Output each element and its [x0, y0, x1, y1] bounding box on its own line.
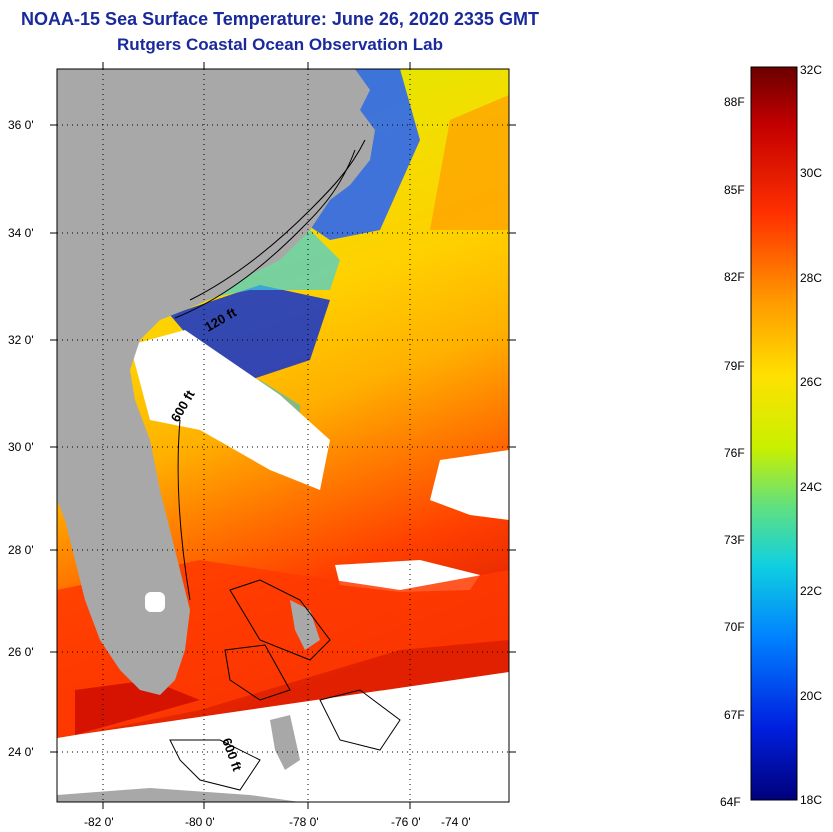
colorbar-f-label: 70F: [724, 620, 745, 634]
land-bahamas-andros: [270, 715, 300, 770]
sst-warm-band-east: [430, 95, 509, 230]
colorbar: [750, 66, 798, 801]
lon-label: -82 0': [84, 815, 114, 829]
lat-label: 34 0': [8, 226, 34, 240]
depth-contour-bahamas: [224, 579, 331, 701]
map-frame: [56, 68, 510, 803]
colorbar-f-label: 76F: [724, 446, 745, 460]
colorbar-f-label: 88F: [724, 95, 745, 109]
colorbar-f-label: 73F: [724, 533, 745, 547]
depth-contour-120ft: [174, 149, 356, 319]
land-bahamas: [290, 600, 320, 650]
lon-label: -76 0': [391, 815, 421, 829]
colorbar-c-label: 24C: [800, 480, 822, 494]
lat-label: 28 0': [8, 543, 34, 557]
colorbar-f-label: 64F: [720, 795, 741, 809]
land-us-southeast: [57, 69, 375, 695]
lake-okeechobee: [145, 592, 165, 612]
sst-map-area: [57, 69, 509, 802]
depth-contour-600ft: [177, 139, 366, 601]
depth-contour-south: [169, 689, 401, 791]
sst-hot-south: [75, 680, 200, 735]
lat-label: 32 0': [8, 333, 34, 347]
colorbar-c-label: 26C: [800, 375, 822, 389]
colorbar-f-label: 85F: [724, 183, 745, 197]
lat-label: 26 0': [8, 645, 34, 659]
colorbar-c-label: 22C: [800, 584, 822, 598]
colorbar-f-label: 82F: [724, 270, 745, 284]
colorbar-f-label: 79F: [724, 359, 745, 373]
colorbar-f-label: 67F: [724, 708, 745, 722]
lon-label: -78 0': [289, 815, 319, 829]
cloud-patch: [130, 330, 330, 490]
axis-ticks: [50, 62, 516, 809]
graticule: [57, 69, 509, 802]
land-cuba: [57, 788, 300, 802]
colorbar-c-label: 28C: [800, 271, 822, 285]
sst-cold-shelf-central: [170, 285, 330, 380]
colorbar-c-label: 32C: [800, 63, 822, 77]
lon-label: -74 0': [441, 815, 471, 829]
lat-label: 36 0': [8, 118, 34, 132]
colorbar-c-label: 18C: [800, 793, 822, 807]
lat-label: 24 0': [8, 745, 34, 759]
colorbar-c-label: 30C: [800, 166, 822, 180]
lat-label: 30 0': [8, 440, 34, 454]
cloud-patch: [430, 450, 509, 520]
colorbar-c-label: 20C: [800, 689, 822, 703]
lon-label: -80 0': [185, 815, 215, 829]
map-title: NOAA-15 Sea Surface Temperature: June 26…: [21, 9, 539, 29]
map-subtitle: Rutgers Coastal Ocean Observation Lab: [117, 35, 443, 54]
